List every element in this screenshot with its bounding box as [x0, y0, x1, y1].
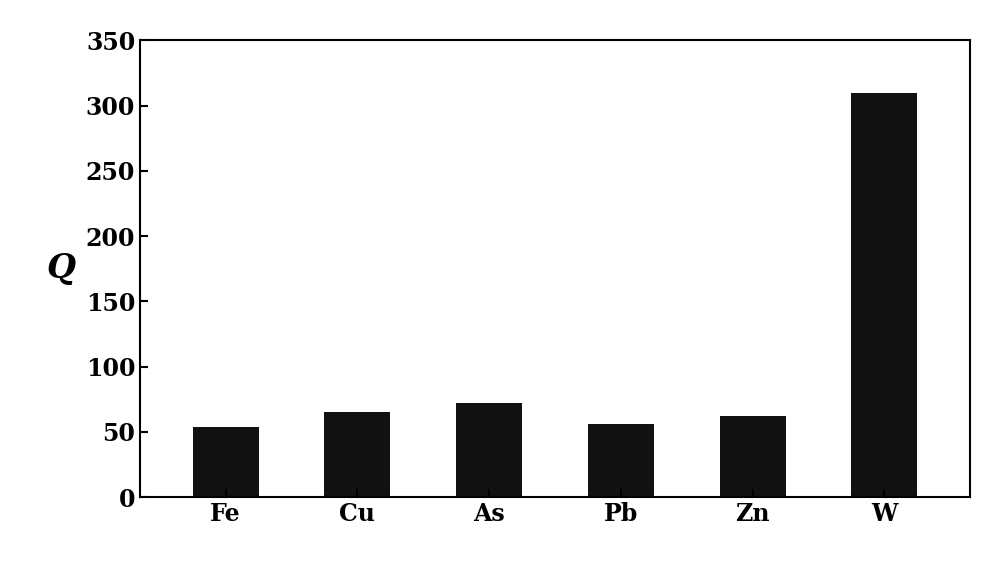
Bar — [588, 424, 654, 497]
Bar — [193, 427, 259, 497]
Bar — [851, 92, 917, 497]
Bar — [456, 403, 522, 497]
Bar — [720, 416, 786, 497]
Y-axis label: Q: Q — [46, 252, 75, 286]
Bar — [324, 412, 390, 497]
